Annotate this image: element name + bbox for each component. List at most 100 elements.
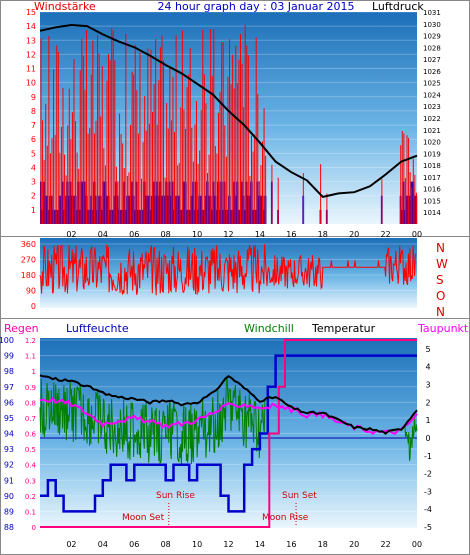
top-x-tick-label: 20 [349,230,359,239]
moon-rise-label: Moon Rise [262,513,309,523]
top-left-tick-label: 7 [31,121,36,130]
moon-set-label: Moon Set [122,513,165,523]
humidity-tick-label: 97 [4,383,14,392]
humidity-tick-label: 93 [4,445,14,454]
top-chart-marks: 1234567891011121314151014101510161017101… [26,8,442,239]
top-right-tick-label: 1014 [423,209,441,217]
temp-tick-label: -2 [424,470,432,479]
label-temperatur: Temperatur [311,322,376,335]
top-x-tick-label: 02 [66,230,76,239]
top-x-tick-label: 22 [380,230,390,239]
middle-tick-label: 360 [21,240,36,249]
label-windchill: Windchill [244,322,294,335]
top-left-tick-label: 11 [26,65,36,74]
rain-line [40,339,417,528]
dir-label-s: S [436,273,444,287]
top-right-tick-label: 1016 [423,186,441,194]
bottom-x-tick-label: 14 [255,540,265,549]
top-right-tick-label: 1031 [423,9,441,17]
top-right-tick-label: 1029 [423,33,441,41]
top-left-tick-label: 6 [31,135,36,144]
temp-tick-label: 4 [425,363,430,372]
humidity-tick-label: 94 [4,430,14,439]
bottom-x-tick-label: 18 [318,540,328,549]
top-x-tick-label: 12 [223,230,233,239]
rain-tick-label: 0.4 [25,462,37,470]
humidity-tick-label: 90 [4,492,14,501]
top-x-tick-label: 00 [412,230,422,239]
top-x-tick-label: 18 [318,230,328,239]
rain-tick-label: 0.9 [25,384,36,392]
rain-tick-label: 0 [32,524,36,532]
sun-set-label: Sun Set [282,491,317,501]
temp-tick-label: 1 [425,416,430,425]
middle-tick-label: 0 [31,302,36,311]
header-luftdruck: Luftdruck [372,0,424,13]
label-taupunkt: Taupunkt [417,322,469,335]
temp-tick-label: 3 [425,381,430,390]
top-left-tick-label: 5 [31,149,36,158]
top-left-tick-label: 2 [31,192,36,201]
rain-tick-label: 1.2 [25,337,36,345]
bottom-chart-marks: 88899091929394959697989910000.10.20.30.4… [0,336,432,549]
top-right-tick-label: 1015 [423,197,441,205]
bottom-x-tick-label: 10 [192,540,202,549]
header-title: 24 hour graph day : 03 Januar 2015 [158,0,355,13]
rain-tick-label: 0.2 [25,493,36,501]
pressure-line [39,23,418,198]
top-right-tick-label: 1027 [423,56,441,64]
header-windstaerke: Windstärke [34,0,96,13]
top-left-tick-label: 14 [26,22,36,31]
humidity-tick-label: 91 [4,476,14,485]
top-left-tick-label: 10 [26,79,36,88]
top-right-tick-label: 1018 [423,162,441,170]
top-right-tick-label: 1019 [423,150,441,158]
humidity-tick-label: 89 [4,507,14,516]
top-right-tick-label: 1024 [423,91,441,99]
bottom-x-tick-label: 04 [98,540,108,549]
top-left-tick-label: 12 [26,50,36,59]
top-x-tick-label: 14 [255,230,265,239]
humidity-tick-label: 96 [4,398,14,407]
temp-tick-label: -1 [424,452,432,461]
temp-tick-label: 0 [425,434,430,443]
top-x-tick-label: 10 [192,230,202,239]
middle-chart-marks: 0 90 180 270 360 [21,240,417,311]
rain-tick-label: 0.7 [25,415,36,423]
middle-tick-label: 180 [21,271,36,280]
rain-tick-label: 1 [32,368,36,376]
humidity-line [40,354,417,513]
top-right-tick-label: 1020 [423,139,441,147]
bottom-x-tick-label: 02 [66,540,76,549]
bottom-x-tick-label: 08 [161,540,171,549]
rain-tick-label: 0.3 [25,477,36,485]
top-left-tick-label: 13 [26,36,36,45]
top-left-tick-label: 8 [31,107,36,116]
dir-label-w: W [436,257,448,271]
rain-tick-label: 0.1 [25,508,36,516]
top-right-tick-label: 1023 [423,103,441,111]
top-right-tick-label: 1021 [423,127,441,135]
dir-label-o: O [436,289,445,303]
top-x-tick-label: 16 [286,230,296,239]
humidity-tick-label: 88 [4,523,14,532]
top-left-tick-label: 9 [31,93,36,102]
top-right-tick-label: 1026 [423,68,441,76]
temperature-line [39,374,418,435]
top-x-tick-label: 06 [129,230,139,239]
rain-tick-label: 1.1 [25,353,36,361]
temp-tick-label: 2 [425,398,430,407]
middle-tick-label: 90 [26,287,36,296]
label-luftfeuchte: Luftfeuchte [66,322,129,335]
temp-tick-label: -5 [424,523,432,532]
top-right-tick-label: 1028 [423,44,441,52]
top-x-tick-label: 08 [161,230,171,239]
middle-tick-label: 270 [21,256,36,265]
dir-label-n-top: N [436,241,445,255]
sun-rise-label: Sun Rise [156,491,195,501]
bottom-x-tick-label: 16 [286,540,296,549]
top-right-tick-label: 1017 [423,174,441,182]
rain-tick-label: 0.5 [25,446,36,454]
